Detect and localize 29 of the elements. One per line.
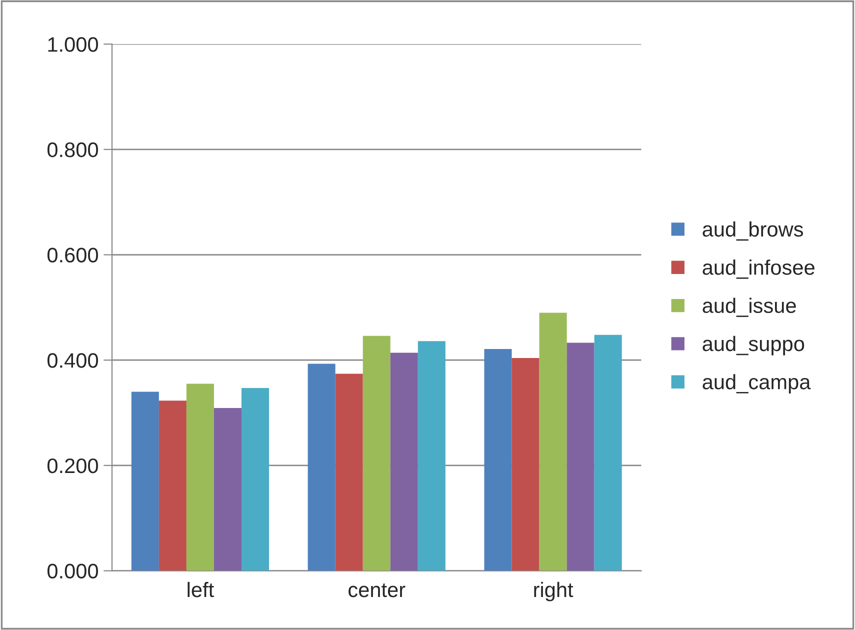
bar [512,358,540,571]
x-tick-label: right [534,582,574,602]
bar [214,408,242,571]
y-tick-label: 1.000 [48,37,98,52]
bar [186,384,214,571]
x-tick-label: center [348,584,406,598]
legend-label: aud_infosee [702,260,814,279]
x-tick-label: left [188,582,214,598]
y-tick-label: 0.200 [47,458,98,474]
bar [241,388,270,571]
y-tick-label: 0.800 [47,142,98,158]
bar [566,342,594,571]
y-tick-label: 0.400 [47,353,98,368]
bar [362,336,390,571]
bar [484,349,512,571]
legend-label: aud_suppo [702,336,804,356]
y-tick-label: 0.600 [47,248,98,263]
bar [390,352,418,571]
y-tick-label: 0.000 [47,564,98,579]
legend-label: aud_issue [702,298,796,317]
bar [158,400,186,571]
bar [308,364,336,571]
bar [539,312,567,571]
legend-label: aud_campa [702,374,811,394]
legend-label: aud_brows [702,221,803,241]
bar [131,392,159,571]
bar [594,334,622,571]
bar [418,341,446,571]
bar [335,374,363,571]
